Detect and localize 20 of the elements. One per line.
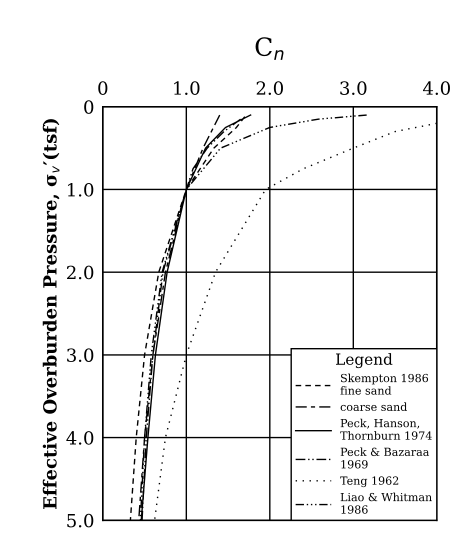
y-tick-label: 0 [84,100,94,114]
y-tick-label: 4.0 [66,431,94,445]
legend-label: Peck & Bazaraa 1969 [340,447,430,469]
x-tick-label: 0 [98,81,108,95]
legend-label: Teng 1962 [340,476,398,488]
x-tick-label: 3.0 [340,81,366,95]
legend-label: Skempton 1986 fine sand [340,374,428,395]
x-axis-title: C$_{n}$ [256,37,284,60]
x-tick-label: 2.0 [256,81,283,95]
legend-label: Peck, Hanson, Thornburn 1974 [340,418,432,440]
y-tick-label: 2.0 [67,266,94,280]
x-tick-label: 4.0 [423,81,450,95]
legend-title: Legend [336,353,392,368]
x-tick-label: 1.0 [174,81,200,95]
y-axis-title: Effective Overburden Pressure, σ$_{v}$′(tsf) [42,119,60,509]
y-tick-label: 5.0 [67,514,94,528]
legend-label: coarse sand [340,402,408,412]
legend-label: Liao & Whitman 1986 [340,492,432,514]
y-tick-label: 3.0 [67,348,94,362]
y-tick-label: 1.0 [68,182,94,197]
